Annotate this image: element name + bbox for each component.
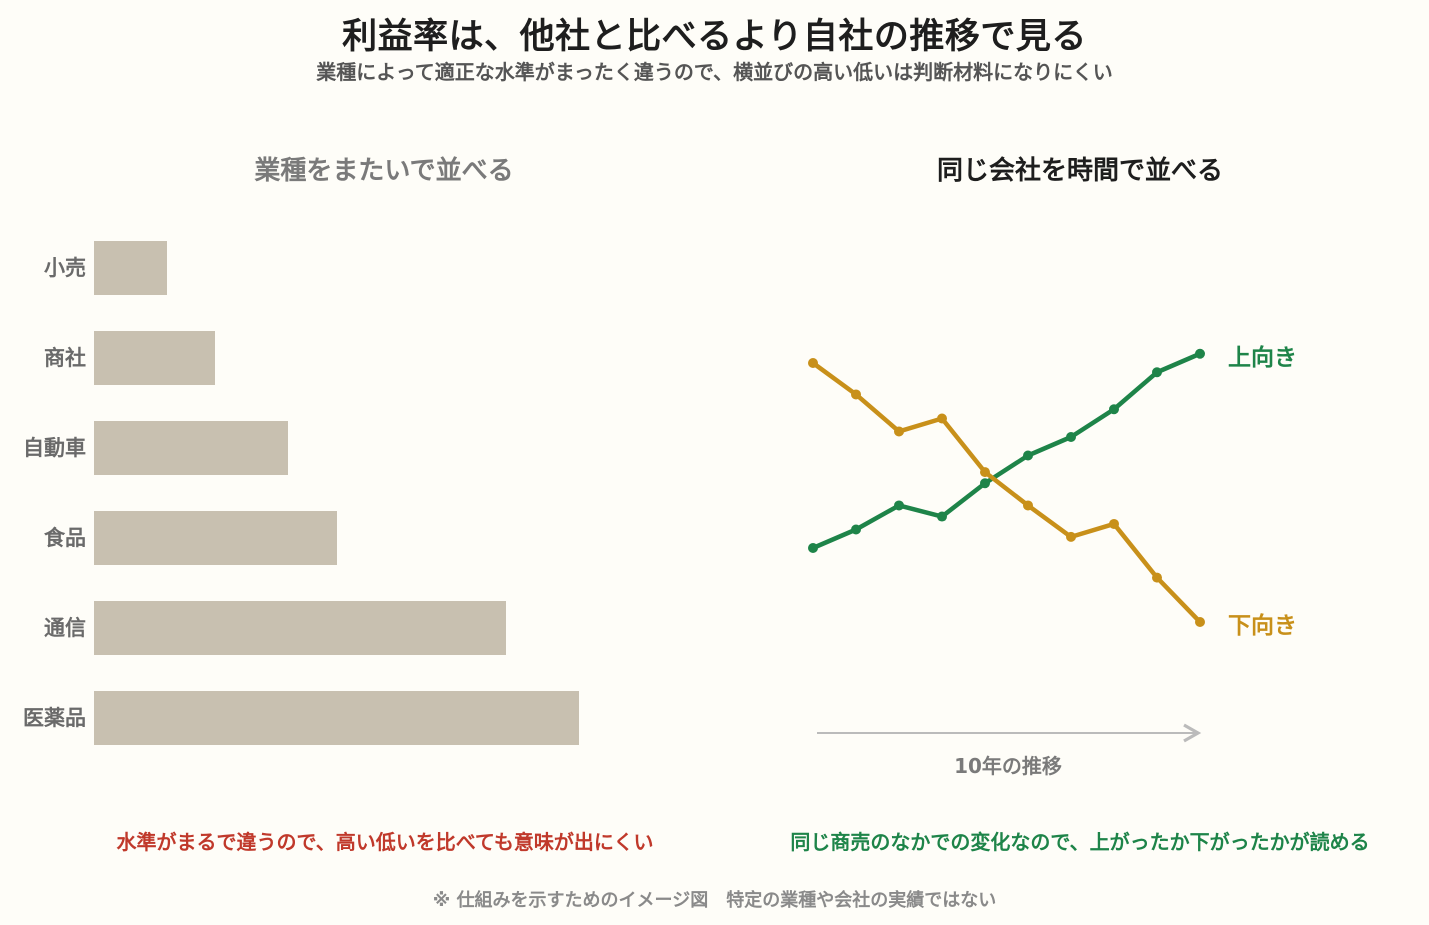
data-point-down xyxy=(980,467,990,478)
page-title: 利益率は、他社と比べるより自社の推移で見る xyxy=(342,17,1087,57)
series-line-down xyxy=(810,360,1203,625)
series-line-up xyxy=(810,351,1203,551)
data-point-up xyxy=(980,478,990,489)
data-point-down xyxy=(1023,500,1033,511)
bar-category-label: 自動車 xyxy=(23,436,86,460)
caption-right: 同じ商売のなかでの変化なので、上がったか下がったかが読める xyxy=(790,830,1370,854)
series-label-up: 上向き xyxy=(1228,344,1297,371)
caption-left: 水準がまるで違うので、高い低いを比べても意味が出にくい xyxy=(116,830,654,854)
bar xyxy=(94,511,337,565)
data-point-down xyxy=(1152,572,1162,583)
data-point-up xyxy=(1195,348,1205,359)
bar xyxy=(94,601,507,655)
series-label-down: 下向き xyxy=(1228,613,1297,639)
data-point-up xyxy=(851,524,861,535)
bar-panel-title: 業種をまたいで並べる xyxy=(254,156,514,186)
bar xyxy=(94,241,167,295)
bar-category-label: 食品 xyxy=(44,526,86,550)
x-axis-label: 10年の推移 xyxy=(954,754,1062,778)
bar xyxy=(94,421,288,475)
data-point-down xyxy=(1195,617,1205,627)
data-point-down xyxy=(937,413,947,424)
data-point-down xyxy=(1066,531,1076,542)
footnote: ※ 仕組みを示すためのイメージ図 特定の業種や会社の実績ではない xyxy=(432,890,997,911)
data-point-up xyxy=(1023,450,1033,461)
data-point-down xyxy=(808,358,818,368)
bar-category-label: 通信 xyxy=(44,616,86,640)
page-subtitle: 業種によって適正な水準がまったく違うので、横並びの高い低いは判断材料になりにくい xyxy=(316,60,1113,84)
data-point-up xyxy=(1109,404,1119,415)
bar-category-label: 医薬品 xyxy=(23,706,86,730)
data-point-up xyxy=(937,511,947,522)
bar xyxy=(94,691,579,745)
data-point-down xyxy=(1109,518,1119,529)
line-panel-title: 同じ会社を時間で並べる xyxy=(936,156,1223,186)
data-point-up xyxy=(1152,367,1162,378)
data-point-down xyxy=(894,426,904,437)
bar-category-label: 商社 xyxy=(44,346,86,370)
data-point-up xyxy=(808,543,818,553)
data-point-down xyxy=(851,389,861,400)
data-point-up xyxy=(894,500,904,511)
bar-category-label: 小売 xyxy=(44,256,86,280)
bar xyxy=(94,331,216,385)
data-point-up xyxy=(1066,432,1076,442)
